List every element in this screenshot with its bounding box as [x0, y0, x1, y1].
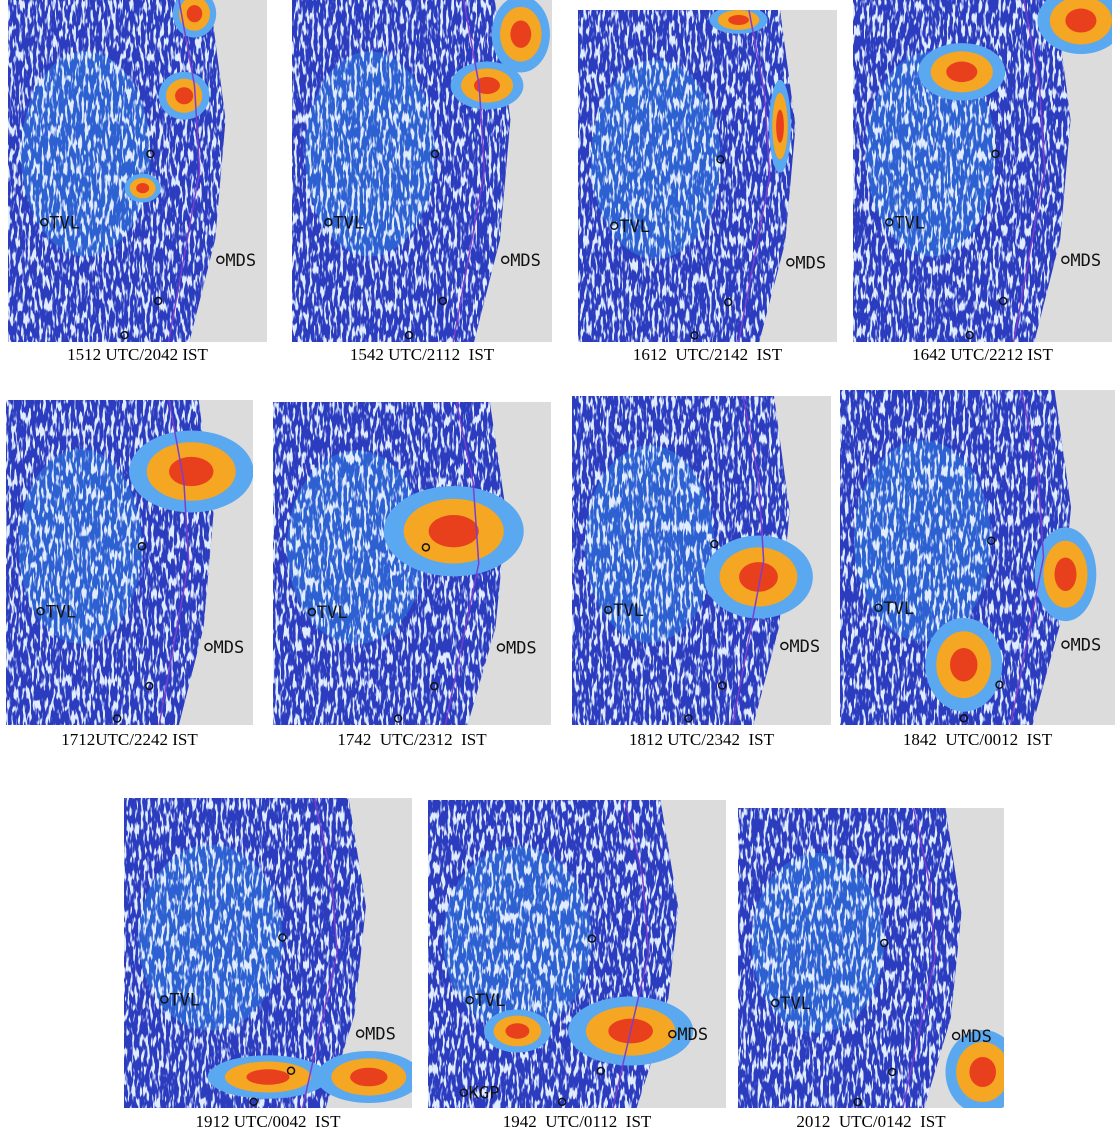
storm-core: [969, 1057, 996, 1087]
station-label: TVL: [169, 991, 200, 1011]
storm-core: [246, 1069, 289, 1085]
station-label: MDS: [214, 638, 245, 658]
storm-core: [175, 87, 193, 104]
storm-core: [1065, 9, 1096, 33]
radar-panel: TVL MDS: [840, 390, 1115, 725]
figure: TVL MDS 1512 UTC/2042 IST TVL MDS 1542 UTC/21…: [0, 0, 1115, 1133]
station-label: TVL: [619, 217, 650, 237]
station-label: MDS: [1070, 251, 1101, 271]
station-label: MDS: [510, 251, 541, 271]
station-label: MDS: [795, 253, 826, 273]
storm-core: [505, 1023, 529, 1038]
station-label: TVL: [613, 601, 644, 621]
station-label: MDS: [506, 638, 537, 658]
panel-caption: 1712UTC/2242 IST: [6, 730, 253, 750]
panel-caption: 1512 UTC/2042 IST: [8, 345, 267, 365]
panel-caption: 2012 UTC/0142 IST: [738, 1112, 1004, 1132]
station-label: MDS: [789, 637, 820, 657]
station-label: TVL: [884, 599, 915, 619]
station-label: KGP: [469, 1084, 500, 1104]
panel-caption: 1842 UTC/0012 IST: [840, 730, 1115, 750]
radar-panel: TVL MDS: [124, 798, 412, 1108]
station-label: TVL: [475, 991, 506, 1011]
panel-caption: 1542 UTC/2112 IST: [292, 345, 552, 365]
panel-caption: 1912 UTC/0042 IST: [124, 1112, 412, 1132]
radar-panel: TVL MDS: [292, 0, 552, 342]
storm-core: [136, 183, 149, 193]
station-label: MDS: [961, 1027, 992, 1047]
radar-panel: TVL MDS: [738, 808, 1004, 1108]
radar-panel: TVL MDS: [853, 0, 1112, 342]
station-label: TVL: [317, 603, 348, 623]
radar-panel: TVL MDS KGP: [428, 800, 726, 1108]
radar-panel: TVL MDS: [578, 10, 837, 342]
radar-panel: TVL MDS: [273, 402, 551, 725]
panel-caption: 1742 UTC/2312 IST: [273, 730, 551, 750]
storm-core: [728, 15, 749, 25]
station-label: MDS: [677, 1025, 708, 1045]
station-label: TVL: [333, 213, 364, 233]
storm-core: [169, 457, 213, 486]
panel-caption: 1642 UTC/2212 IST: [853, 345, 1112, 365]
station-label: MDS: [365, 1025, 396, 1045]
station-label: TVL: [46, 602, 77, 622]
storm-core: [429, 515, 479, 547]
panel-caption: 1812 UTC/2342 IST: [572, 730, 831, 750]
radar-panel: TVL MDS: [572, 396, 831, 725]
panel-caption: 1612 UTC/2142 IST: [578, 345, 837, 365]
station-label: MDS: [1071, 636, 1102, 656]
panel-caption: 1942 UTC/0112 IST: [428, 1112, 726, 1132]
station-label: TVL: [49, 213, 80, 233]
station-label: MDS: [225, 251, 256, 271]
station-label: TVL: [780, 994, 811, 1014]
station-label: TVL: [894, 213, 925, 233]
radar-panel: TVL MDS: [8, 0, 267, 342]
storm-core: [187, 5, 203, 22]
storm-core: [1055, 558, 1077, 592]
storm-core: [946, 62, 977, 83]
storm-core: [350, 1068, 387, 1087]
storm-core: [950, 648, 978, 682]
storm-core: [776, 110, 784, 143]
storm-core: [510, 21, 531, 48]
radar-panel: TVL MDS: [6, 400, 253, 725]
